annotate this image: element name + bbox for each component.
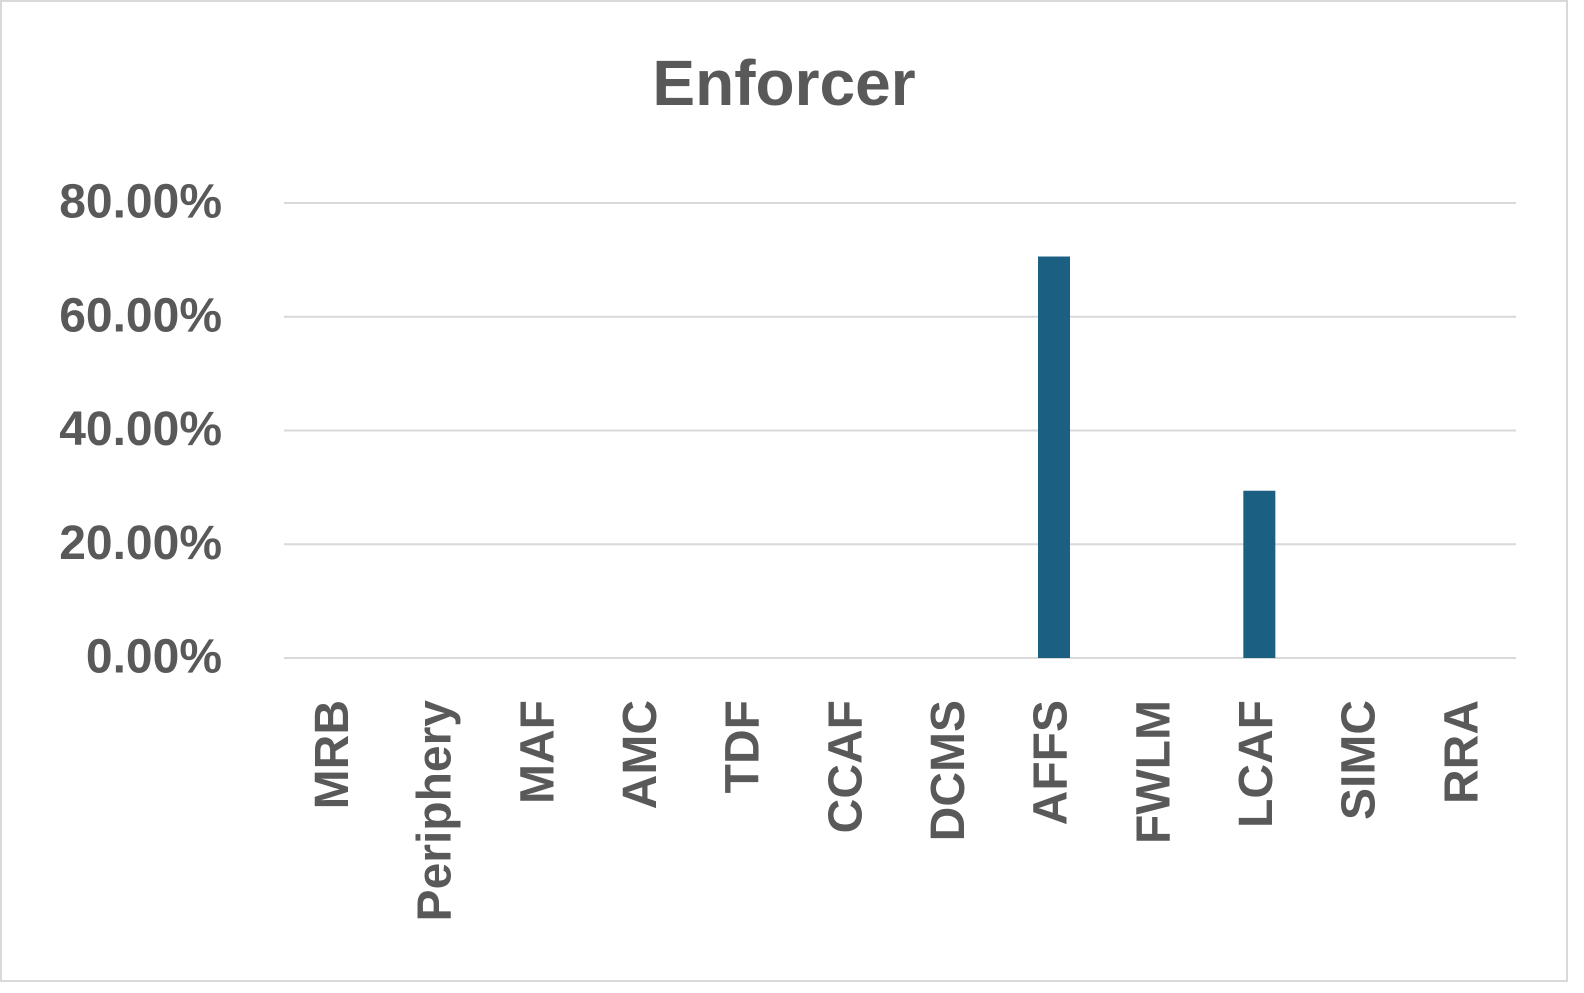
x-tick-label: RRA: [1435, 700, 1488, 804]
x-tick-label: Periphery: [409, 700, 462, 922]
x-tick-label: SIMC: [1333, 700, 1386, 820]
x-tick-label: LCAF: [1230, 700, 1283, 828]
y-tick-label: 20.00%: [59, 517, 222, 570]
x-tick-label: MAF: [511, 700, 564, 804]
x-tick-label: DCMS: [922, 700, 975, 841]
bar: [1243, 490, 1276, 658]
chart-title: Enforcer: [652, 47, 915, 119]
bar: [1038, 256, 1070, 658]
y-tick-label: 0.00%: [86, 631, 222, 684]
x-tick-label: MRB: [306, 700, 359, 809]
y-tick-label: 60.00%: [59, 289, 222, 342]
y-tick-label: 40.00%: [59, 403, 222, 456]
x-tick-label: FWLM: [1127, 700, 1180, 844]
x-tick-label: CCAF: [819, 700, 872, 833]
x-tick-label: AFFS: [1025, 700, 1078, 825]
chart-border: [0, 0, 1568, 982]
x-tick-label: TDF: [717, 700, 770, 793]
x-tick-label: AMC: [614, 700, 667, 809]
y-tick-label: 80.00%: [59, 176, 222, 229]
